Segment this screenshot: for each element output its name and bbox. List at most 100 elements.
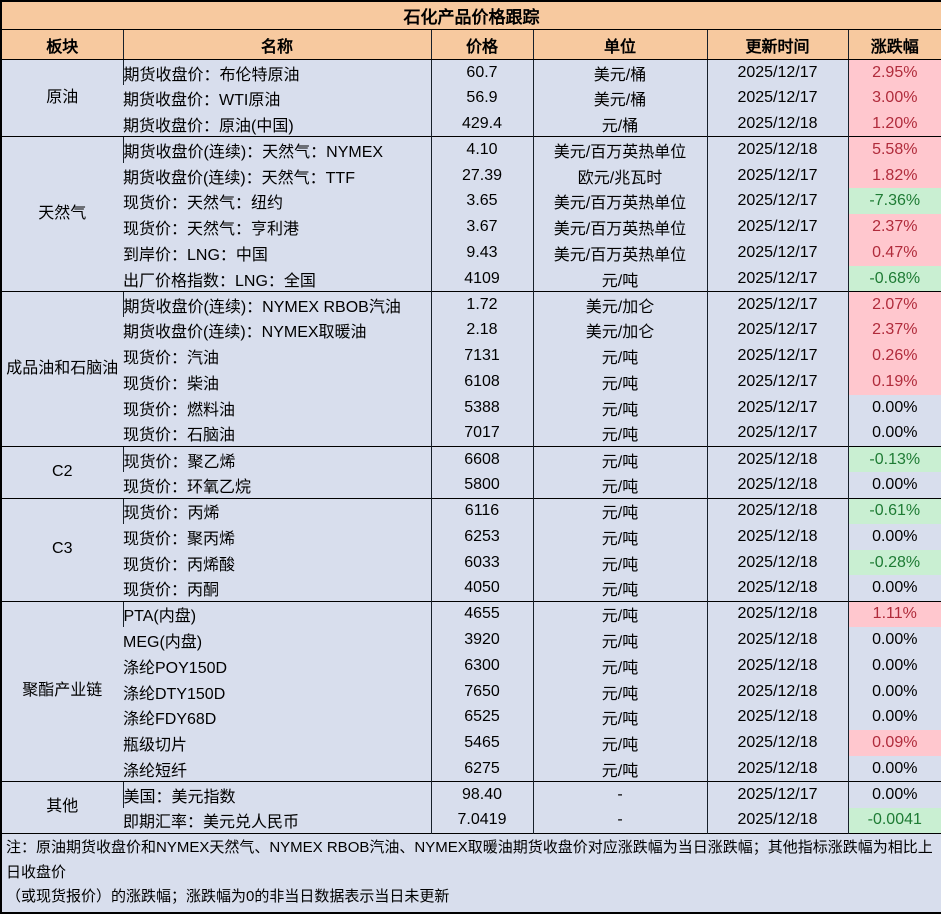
date-cell: 2025/12/17 — [706, 343, 848, 370]
sector-cell: C2 — [1, 445, 123, 499]
name-cell: 瓶级切片 — [123, 730, 431, 757]
date-cell: 2025/12/18 — [706, 111, 848, 137]
name-cell: 期货收盘价(连续)：NYMEX取暖油 — [123, 317, 431, 344]
price-cell: 5388 — [430, 394, 533, 421]
price-cell: 1.72 — [430, 291, 533, 318]
date-cell: 2025/12/17 — [706, 85, 848, 112]
change-cell: -7.36% — [847, 188, 941, 215]
table-row: 现货价：丙酮 4050 元/吨 2025/12/18 0.00% — [1, 575, 941, 602]
unit-cell: 元/吨 — [532, 678, 707, 705]
price-cell: 6275 — [430, 756, 533, 782]
price-cell: 7017 — [430, 420, 533, 447]
column-header-change: 涨跌幅 — [847, 29, 941, 60]
table-row: 聚酯产业链 PTA(内盘) 4655 元/吨 2025/12/18 1.11% — [1, 600, 941, 782]
date-cell: 2025/12/18 — [706, 807, 848, 834]
change-cell: 0.00% — [847, 678, 941, 705]
name-cell: 期货收盘价(连续)：天然气：NYMEX — [122, 136, 431, 163]
table-row: 涤纶DTY150D 7650 元/吨 2025/12/18 0.00% — [1, 678, 941, 705]
name-cell: 涤纶FDY68D — [123, 704, 431, 731]
change-cell: 0.00% — [847, 420, 941, 447]
unit-cell: 元/吨 — [532, 523, 707, 550]
change-cell: 2.07% — [847, 291, 941, 318]
table-row: 现货价：天然气：纽约 3.65 美元/百万英热单位 2025/12/17 -7.36% — [1, 188, 941, 215]
date-cell: 2025/12/17 — [706, 781, 848, 808]
unit-cell: 元/吨 — [532, 343, 707, 370]
change-cell: 5.58% — [847, 136, 941, 163]
table-row: 期货收盘价(连续)：NYMEX取暖油 2.18 美元/加仑 2025/12/17 2.3… — [1, 317, 941, 344]
column-header-sector: 板块 — [1, 29, 123, 60]
change-cell: 0.00% — [847, 575, 941, 602]
name-cell: 现货价：柴油 — [123, 369, 431, 395]
name-cell: 期货收盘价：布伦特原油 — [122, 59, 431, 86]
unit-cell: 元/吨 — [532, 704, 707, 731]
price-cell: 4.10 — [430, 136, 533, 163]
table-row: 出厂价格指数：LNG：全国 4109 元/吨 2025/12/17 -0.68% — [1, 265, 941, 292]
date-cell: 2025/12/18 — [706, 136, 848, 163]
change-cell: 0.00% — [847, 652, 941, 679]
date-cell: 2025/12/18 — [706, 678, 848, 705]
change-cell: 1.20% — [847, 111, 941, 137]
name-cell: 美国：美元指数 — [122, 781, 431, 808]
date-cell: 2025/12/18 — [706, 523, 848, 550]
date-cell: 2025/12/18 — [706, 652, 848, 679]
change-cell: -0.0041 — [847, 807, 941, 834]
table-row: 期货收盘价：原油(中国) 429.4 元/桶 2025/12/18 1.20% — [1, 111, 941, 137]
footnote-line-2: （或现货报价）的涨跌幅；涨跌幅为0的非当日数据表示当日未更新 — [6, 888, 450, 906]
change-cell: -0.13% — [847, 445, 941, 473]
unit-cell: 欧元/兆瓦时 — [532, 162, 707, 189]
date-cell: 2025/12/18 — [706, 575, 848, 602]
name-cell: 现货价：汽油 — [123, 343, 431, 370]
name-cell: 涤纶POY150D — [123, 652, 431, 679]
unit-cell: 元/吨 — [532, 730, 707, 757]
unit-cell: 美元/百万英热单位 — [532, 214, 707, 241]
date-cell: 2025/12/17 — [706, 188, 848, 215]
name-cell: 涤纶DTY150D — [123, 678, 431, 705]
unit-cell: 元/吨 — [532, 445, 707, 473]
table-row: 现货价：聚丙烯 6253 元/吨 2025/12/18 0.00% — [1, 523, 941, 550]
name-cell: 现货价：天然气：纽约 — [123, 188, 431, 215]
unit-cell: 美元/百万英热单位 — [532, 188, 707, 215]
table-row: 现货价：天然气：亨利港 3.67 美元/百万英热单位 2025/12/17 2.37% — [1, 214, 941, 241]
change-cell: 1.11% — [847, 600, 941, 628]
unit-cell: 元/吨 — [532, 497, 707, 524]
unit-cell: 美元/百万英热单位 — [532, 136, 707, 163]
unit-cell: - — [532, 807, 707, 834]
price-cell: 27.39 — [430, 162, 533, 189]
name-cell: 即期汇率：美元兑人民币 — [123, 807, 431, 834]
date-cell: 2025/12/18 — [706, 600, 848, 628]
price-cell: 3920 — [430, 627, 533, 653]
column-header-price: 价格 — [430, 29, 533, 60]
unit-cell: 元/吨 — [532, 420, 707, 447]
date-cell: 2025/12/18 — [706, 472, 848, 499]
change-cell: 0.00% — [847, 472, 941, 499]
column-header-row: 板块 名称 价格 单位 更新时间 涨跌幅 — [1, 29, 941, 60]
change-cell: 0.47% — [847, 240, 941, 266]
name-cell: 现货价：石脑油 — [123, 420, 431, 447]
price-cell: 9.43 — [430, 240, 533, 266]
price-cell: 2.18 — [430, 317, 533, 344]
price-cell: 60.7 — [430, 59, 533, 86]
table-row: 涤纶POY150D 6300 元/吨 2025/12/18 0.00% — [1, 652, 941, 679]
unit-cell: 元/吨 — [532, 549, 707, 576]
unit-cell: 美元/桶 — [532, 59, 707, 86]
unit-cell: 元/吨 — [532, 369, 707, 395]
change-cell: 0.19% — [847, 369, 941, 395]
sector-cell: 原油 — [1, 58, 123, 137]
table-row: C3 现货价：丙烯 6116 元/吨 2025/12/18 -0.61% — [1, 497, 941, 602]
unit-cell: 美元/桶 — [532, 85, 707, 112]
name-cell: 到岸价：LNG：中国 — [123, 240, 431, 266]
unit-cell: - — [532, 781, 707, 808]
date-cell: 2025/12/17 — [706, 265, 848, 292]
footnote-row: 注：原油期货收盘价和NYMEX天然气、NYMEX RBOB汽油、NYMEX取暖油… — [1, 832, 941, 914]
price-cell: 6300 — [430, 652, 533, 679]
unit-cell: 元/吨 — [532, 265, 707, 292]
price-cell: 4109 — [430, 265, 533, 292]
table-row: 期货收盘价：WTI原油 56.9 美元/桶 2025/12/17 3.00% — [1, 85, 941, 112]
table-row: 现货价：燃料油 5388 元/吨 2025/12/17 0.00% — [1, 394, 941, 421]
date-cell: 2025/12/18 — [706, 549, 848, 576]
date-cell: 2025/12/18 — [706, 704, 848, 731]
date-cell: 2025/12/18 — [706, 730, 848, 757]
date-cell: 2025/12/17 — [706, 369, 848, 395]
price-cell: 5465 — [430, 730, 533, 757]
